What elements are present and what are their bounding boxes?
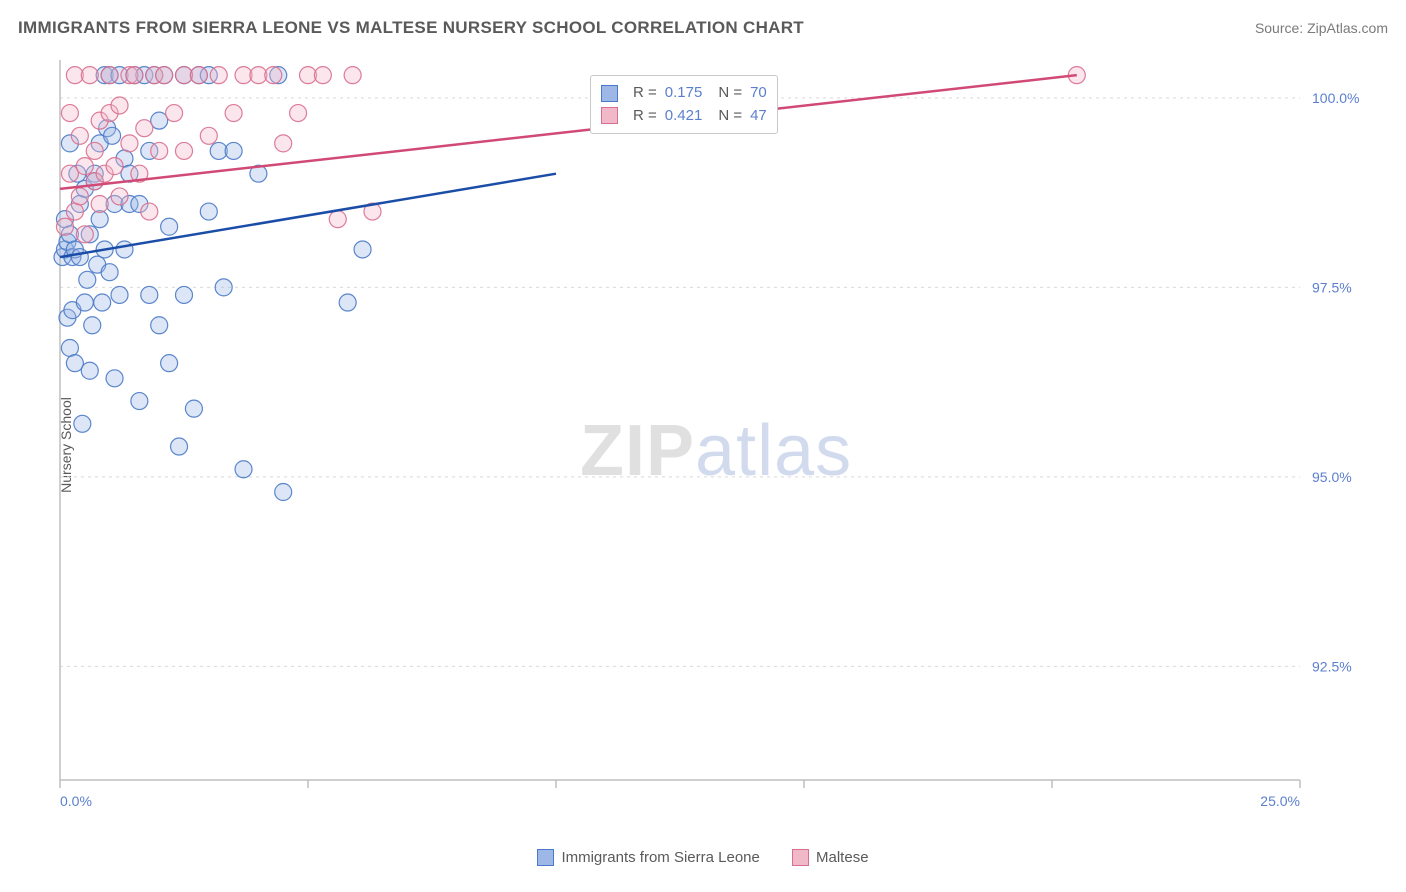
svg-text:0.0%: 0.0% <box>60 793 92 809</box>
swatch-maltese <box>792 849 809 866</box>
chart-header: IMMIGRANTS FROM SIERRA LEONE VS MALTESE … <box>18 18 1388 38</box>
swatch-sierra <box>537 849 554 866</box>
chart-source: Source: ZipAtlas.com <box>1255 20 1388 36</box>
legend-item-sierra: Immigrants from Sierra Leone <box>537 849 759 866</box>
svg-text:97.5%: 97.5% <box>1312 279 1352 295</box>
svg-text:92.5%: 92.5% <box>1312 658 1352 674</box>
svg-text:100.0%: 100.0% <box>1312 90 1359 106</box>
stats-row-maltese: R = 0.421 N = 47 <box>601 105 767 128</box>
stat-label-n: N = <box>718 82 742 105</box>
legend-label-maltese: Maltese <box>816 849 869 866</box>
svg-text:95.0%: 95.0% <box>1312 469 1352 485</box>
legend-bottom: Immigrants from Sierra Leone Maltese <box>0 849 1406 870</box>
stats-legend-box: R = 0.175 N = 70 R = 0.421 N = 47 <box>590 75 778 134</box>
stat-sierra-r: 0.175 <box>665 82 703 105</box>
legend-item-maltese: Maltese <box>792 849 869 866</box>
svg-text:25.0%: 25.0% <box>1260 793 1300 809</box>
stat-label-r: R = <box>633 82 657 105</box>
swatch-maltese <box>601 107 618 124</box>
chart-area: Nursery School 92.5%95.0%97.5%100.0%0.0%… <box>50 60 1370 830</box>
swatch-sierra <box>601 85 618 102</box>
legend-label-sierra: Immigrants from Sierra Leone <box>561 849 759 866</box>
stat-maltese-r: 0.421 <box>665 105 703 128</box>
stats-row-sierra: R = 0.175 N = 70 <box>601 82 767 105</box>
stat-label-r: R = <box>633 105 657 128</box>
scatter-plot: 92.5% 95.0% 97.5% 100.0% 0.0% 25.0% <box>50 60 1370 830</box>
stat-label-n: N = <box>718 105 742 128</box>
chart-title: IMMIGRANTS FROM SIERRA LEONE VS MALTESE … <box>18 18 804 38</box>
stat-maltese-n: 47 <box>750 105 767 128</box>
stat-sierra-n: 70 <box>750 82 767 105</box>
